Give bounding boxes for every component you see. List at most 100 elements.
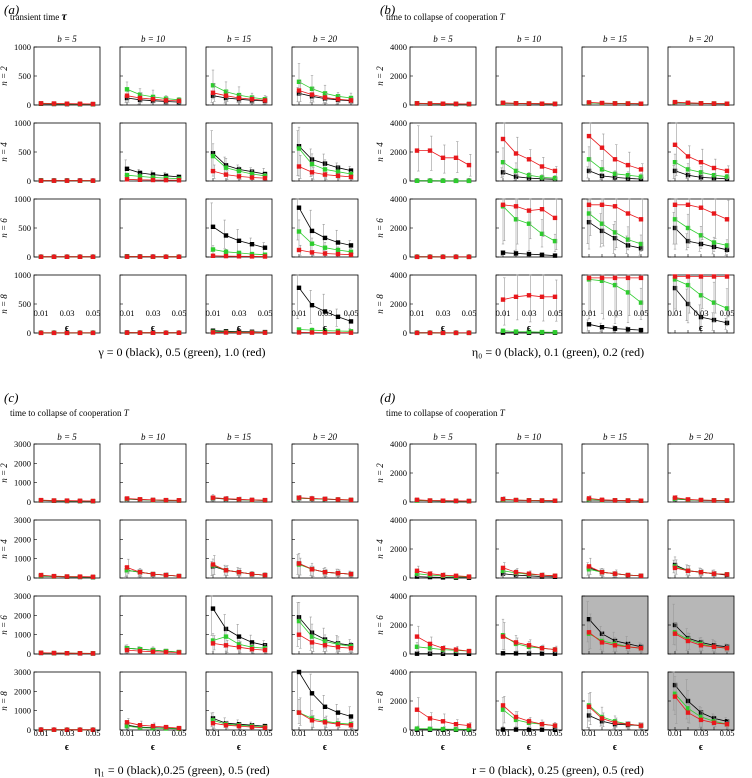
x-axis-label: ϵ (613, 742, 618, 753)
data-point-red (223, 93, 229, 98)
data-point-red (427, 101, 433, 106)
data-point-red (163, 177, 169, 183)
data-point-red (322, 570, 328, 575)
data-point-green (322, 167, 328, 172)
data-point-red (51, 727, 57, 732)
x-axis-label: ϵ (441, 323, 446, 334)
y-tick-label: 0 (27, 497, 31, 507)
data-point-red (348, 174, 354, 180)
data-point-red (539, 572, 545, 578)
y-tick-label: 3000 (14, 591, 31, 601)
data-point-black (322, 309, 328, 314)
data-point-red (90, 178, 96, 183)
subplot (581, 595, 649, 655)
data-point-red (427, 716, 433, 721)
data-point-red (711, 498, 717, 503)
data-point-red (262, 330, 268, 335)
data-point-red (711, 101, 717, 106)
data-point-red (249, 571, 255, 577)
y-tick-label: 500 (18, 299, 31, 309)
plot-frame (205, 198, 273, 258)
data-point-red (711, 165, 717, 171)
y-tick-label: 1000 (14, 554, 31, 564)
data-point-red (500, 703, 506, 708)
data-point-red (296, 330, 302, 335)
x-tick-label: 0.05 (634, 728, 649, 738)
data-point-red (466, 648, 472, 654)
y-tick-label: 500 (18, 71, 31, 81)
data-point-red (335, 497, 341, 502)
subplot (495, 274, 563, 335)
data-point-red (137, 330, 143, 335)
data-point-green (236, 92, 242, 98)
row-title: n = 8 (0, 294, 9, 314)
data-point-red (223, 330, 229, 335)
data-point-green (685, 706, 691, 711)
data-point-red (223, 253, 229, 259)
x-axis-label: ϵ (323, 323, 328, 334)
data-point-red (124, 254, 130, 259)
y-tick-label: 0 (403, 328, 407, 338)
data-point-red (672, 631, 678, 636)
chart-title: transient time τ (10, 9, 68, 23)
data-point-red (262, 725, 268, 730)
subplot (291, 669, 359, 731)
data-point-green (210, 153, 216, 159)
data-point-red (335, 645, 341, 650)
column-title: b = 10 (141, 34, 166, 44)
data-point-green (210, 718, 216, 723)
subplot (205, 671, 273, 731)
subplot (205, 122, 273, 182)
data-point-red (440, 719, 446, 724)
subfigure-a: (a)transient time τ b = 5 b = 10 b = 15 b = … (0, 2, 358, 359)
data-point-black (526, 251, 532, 257)
data-point-red (539, 498, 545, 503)
x-tick-label: 0.05 (172, 308, 187, 318)
column-title: b = 20 (689, 432, 714, 442)
data-point-green (513, 217, 519, 222)
y-tick-label: 0 (403, 176, 407, 186)
data-point-green (625, 290, 631, 295)
data-point-red (685, 100, 691, 105)
y-tick-label: 0 (27, 725, 31, 735)
subplot: 0 1000 2000 3000 (14, 439, 101, 507)
data-point-black (309, 228, 315, 234)
plot-frame (495, 274, 563, 334)
x-tick-label: 0.03 (318, 728, 333, 738)
data-point-red (124, 496, 130, 501)
x-tick-label: 0.03 (146, 308, 161, 318)
subplot: 0 500 1000 (14, 270, 101, 338)
data-point-red (38, 497, 44, 503)
data-point-red (552, 723, 558, 728)
data-point-red (249, 724, 255, 730)
subplot (581, 46, 649, 106)
data-point-red (124, 647, 130, 653)
data-point-green (223, 165, 229, 170)
legend-caption: η₀ = 0 (black), 0.1 (green), 0.2 (red) (472, 345, 644, 359)
data-point-red (612, 204, 618, 209)
chart-title: time to collapse of cooperation T (386, 408, 506, 418)
data-point-green (685, 225, 691, 231)
data-point-red (414, 101, 420, 106)
data-point-red (150, 254, 156, 259)
data-point-red (612, 498, 618, 503)
subplot: 0 500 1000 (14, 118, 101, 186)
y-tick-label: 1000 (14, 118, 31, 128)
data-point-red (137, 723, 143, 728)
subplot (205, 595, 273, 655)
x-tick-label: 0.03 (146, 728, 161, 738)
data-point-green (348, 171, 354, 177)
data-point-red (612, 643, 618, 648)
data-point-black (466, 651, 472, 656)
y-tick-label: 1000 (14, 630, 31, 640)
data-point-red (90, 498, 96, 504)
data-point-red (309, 496, 315, 501)
data-point-green (638, 300, 644, 305)
plot-frame (119, 198, 187, 258)
y-tick-label: 3000 (14, 667, 31, 677)
y-tick-label: 500 (18, 223, 31, 233)
data-point-red (500, 100, 506, 105)
data-point-green (698, 293, 704, 298)
data-point-red (77, 330, 83, 336)
x-axis-label: ϵ (65, 323, 70, 334)
